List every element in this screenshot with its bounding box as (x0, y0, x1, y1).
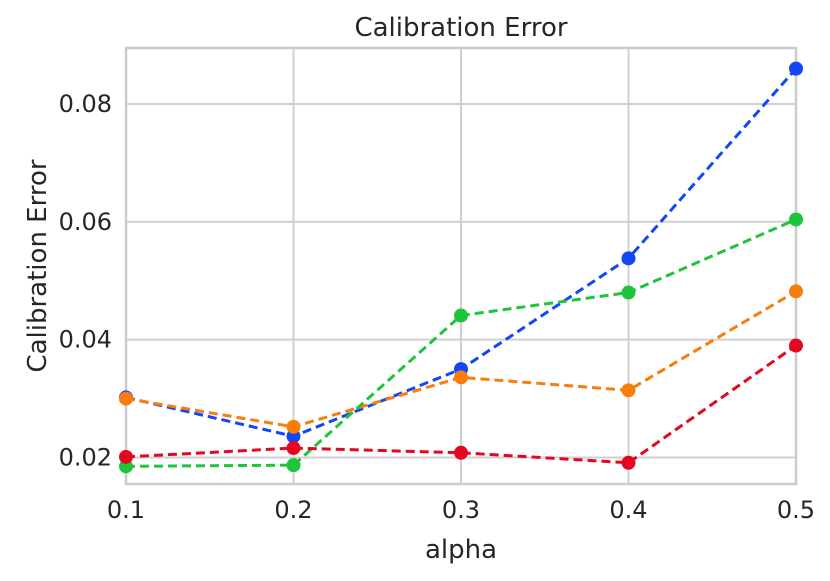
gridlines (125, 48, 797, 484)
chart-title: Calibration Error (354, 13, 567, 43)
data-point (789, 284, 803, 299)
y-tick-label: 0.02 (59, 443, 112, 471)
series-4 (119, 338, 803, 470)
data-point (789, 212, 803, 227)
data-point (621, 383, 636, 398)
data-point (621, 251, 636, 266)
tick-labels: 0.1 0.2 0.3 0.4 0.5 0.02 0.04 0.06 0.08 (59, 90, 816, 524)
y-tick-label: 0.04 (59, 326, 112, 354)
plot-frame (124, 46, 798, 486)
data-point (789, 61, 803, 76)
series-2 (119, 284, 803, 434)
data-point (454, 308, 468, 323)
data-point (621, 285, 636, 300)
series-group (119, 61, 803, 474)
x-tick-label: 0.3 (442, 496, 480, 524)
y-tick-label: 0.06 (59, 208, 112, 236)
data-point (286, 419, 301, 434)
x-tick-label: 0.4 (609, 496, 647, 524)
data-point (454, 445, 468, 460)
data-point (454, 370, 468, 385)
x-tick-label: 0.5 (777, 496, 815, 524)
x-tick-label: 0.2 (274, 496, 312, 524)
data-point (621, 455, 636, 470)
x-axis-title: alpha (425, 535, 497, 565)
data-point (119, 391, 133, 406)
data-point (286, 458, 301, 473)
y-axis-title: Calibration Error (23, 159, 53, 372)
x-tick-label: 0.1 (107, 496, 145, 524)
data-point (286, 441, 301, 456)
y-tick-label: 0.08 (59, 90, 112, 118)
data-point (789, 338, 803, 353)
data-point (119, 449, 133, 464)
